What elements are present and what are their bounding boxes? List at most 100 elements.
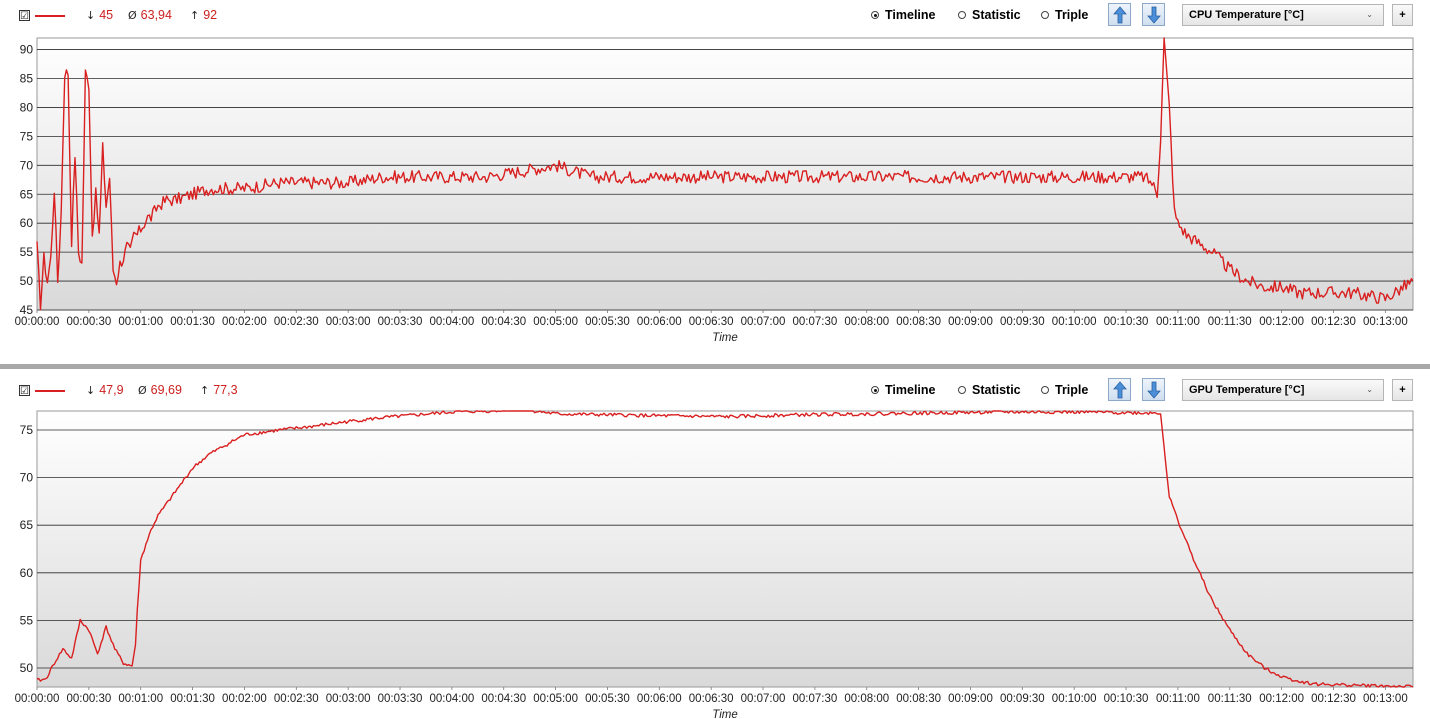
gpu-add-chart-button[interactable]: +	[1392, 379, 1413, 401]
gpu-x-tick-label: 00:00:30	[66, 693, 111, 705]
gpu-x-tick-label: 00:04:00	[429, 693, 474, 705]
gpu-chart: 50 55 60 65 70 75 00:00:00 00:00:30 00:01:00 00:0…	[15, 410, 1414, 719]
cpu-avg-value: 63,94	[140, 8, 172, 22]
gpu-x-tick-label: 00:02:00	[222, 693, 267, 705]
gpu-x-tick-label: 00:07:30	[793, 693, 838, 705]
radio-icon	[1041, 11, 1049, 19]
gpu-x-tick-label: 00:07:00	[741, 693, 786, 705]
cpu-show-checkbox[interactable]: ☑	[19, 10, 30, 22]
cpu-y-tick-label: 75	[20, 129, 34, 143]
cpu-y-tick-label: 85	[20, 72, 34, 86]
cpu-x-tick-label: 00:09:00	[948, 316, 993, 328]
cpu-x-tick-label: 00:01:00	[118, 316, 163, 328]
cpu-x-tick-label: 00:11:00	[1156, 316, 1200, 328]
cpu-move-up-button[interactable]	[1108, 3, 1131, 26]
radio-icon	[1041, 386, 1049, 394]
cpu-x-tick-label: 00:01:30	[170, 316, 215, 328]
cpu-x-tick-label: 00:04:00	[429, 316, 474, 328]
cpu-y-tick-label: 70	[20, 158, 34, 172]
gpu-avg-value: 69,69	[150, 383, 182, 397]
cpu-x-tick-label: 00:07:30	[793, 316, 838, 328]
cpu-chart: 45 50 55 60 65 70 75 80 85 90 00:00:00 00:00:30 00:0…	[15, 37, 1414, 344]
mode-label: Triple	[1055, 383, 1089, 397]
panel-splitter[interactable]	[0, 364, 1430, 369]
cpu-x-tick-label: 00:06:30	[689, 316, 734, 328]
min-arrow-icon: ↓	[86, 384, 96, 397]
gpu-x-tick-label: 00:10:30	[1104, 693, 1149, 705]
gpu-x-tick-label: 00:12:00	[1259, 693, 1304, 705]
gpu-x-tick-label: 00:08:30	[896, 693, 941, 705]
cpu-toolbar: ☑ ↓ 45 Ø 63,94 ↑ 92 Timeline Statistic Trip…	[0, 0, 1430, 32]
cpu-x-tick-label: 00:09:30	[1000, 316, 1045, 328]
mode-label: Triple	[1055, 8, 1089, 22]
gpu-y-tick-label: 65	[20, 518, 34, 532]
cpu-x-tick-label: 00:00:00	[15, 316, 60, 328]
gpu-sensor-select[interactable]: GPU Temperature [°C] ⌄	[1182, 379, 1384, 401]
max-arrow-icon: ↑	[200, 384, 210, 397]
gpu-x-tick-label: 00:11:30	[1208, 693, 1252, 705]
gpu-x-tick-label: 00:05:30	[585, 693, 630, 705]
gpu-move-up-button[interactable]	[1108, 378, 1131, 401]
mode-label: Timeline	[885, 8, 936, 22]
gpu-x-tick-label: 00:13:00	[1363, 693, 1408, 705]
cpu-y-tick-label: 45	[20, 303, 34, 317]
radio-selected-icon	[871, 386, 879, 394]
cpu-x-tick-label: 00:12:30	[1311, 316, 1356, 328]
average-symbol-icon: Ø	[138, 384, 147, 397]
gpu-x-tick-label: 00:12:30	[1311, 693, 1356, 705]
gpu-x-tick-label: 00:06:30	[689, 693, 734, 705]
gpu-mode-statistic[interactable]: Statistic	[958, 383, 1021, 397]
gpu-x-tick-label: 00:08:00	[844, 693, 889, 705]
gpu-mode-timeline[interactable]: Timeline	[871, 383, 935, 397]
gpu-legend-line	[35, 390, 65, 392]
max-arrow-icon: ↑	[190, 9, 200, 22]
mode-label: Timeline	[885, 383, 936, 397]
arrow-up-icon	[1113, 381, 1127, 399]
cpu-y-tick-label: 90	[20, 43, 34, 57]
cpu-x-tick-label: 00:02:30	[274, 316, 319, 328]
cpu-y-tick-label: 80	[20, 100, 34, 114]
chevron-down-icon: ⌄	[1366, 10, 1373, 19]
gpu-x-tick-label: 00:04:30	[481, 693, 526, 705]
radio-icon	[958, 11, 966, 19]
gpu-plot-area	[36, 410, 1414, 688]
gpu-max-value: 77,3	[213, 383, 238, 397]
gpu-min-stat: ↓ 47,9	[86, 383, 124, 397]
min-arrow-icon: ↓	[86, 9, 96, 22]
cpu-x-tick-label: 00:03:00	[326, 316, 371, 328]
gpu-show-checkbox[interactable]: ☑	[19, 385, 30, 397]
gpu-x-axis-label: Time	[712, 709, 737, 719]
gpu-x-tick-label: 00:10:00	[1052, 693, 1097, 705]
gpu-mode-triple[interactable]: Triple	[1041, 383, 1088, 397]
cpu-mode-statistic[interactable]: Statistic	[958, 8, 1021, 22]
gpu-avg-stat: Ø 69,69	[138, 383, 182, 397]
cpu-x-tick-label: 00:12:00	[1259, 316, 1304, 328]
arrow-up-icon	[1113, 6, 1127, 24]
gpu-x-tick-label: 00:06:00	[637, 693, 682, 705]
cpu-x-tick-label: 00:04:30	[481, 316, 526, 328]
gpu-x-tick-label: 00:09:00	[948, 693, 993, 705]
cpu-x-tick-label: 00:05:00	[533, 316, 578, 328]
gpu-move-down-button[interactable]	[1142, 378, 1165, 401]
gpu-x-tick-label: 00:05:00	[533, 693, 578, 705]
cpu-legend-line	[35, 15, 65, 17]
cpu-x-tick-label: 00:00:30	[66, 316, 111, 328]
mode-label: Statistic	[972, 8, 1021, 22]
cpu-mode-timeline[interactable]: Timeline	[871, 8, 935, 22]
cpu-min-value: 45	[99, 8, 114, 22]
gpu-y-tick-label: 75	[20, 423, 34, 437]
cpu-x-tick-label: 00:03:30	[378, 316, 423, 328]
gpu-y-tick-label: 70	[20, 471, 34, 485]
cpu-move-down-button[interactable]	[1142, 3, 1165, 26]
cpu-sensor-select[interactable]: CPU Temperature [°C] ⌄	[1182, 4, 1384, 26]
gpu-y-tick-label: 50	[20, 661, 34, 675]
gpu-series-line	[36, 410, 1414, 688]
average-symbol-icon: Ø	[128, 9, 137, 22]
cpu-x-tick-label: 00:07:00	[741, 316, 786, 328]
cpu-series-line	[36, 37, 1414, 311]
cpu-mode-triple[interactable]: Triple	[1041, 8, 1088, 22]
cpu-add-chart-button[interactable]: +	[1392, 4, 1413, 26]
gpu-sensor-value: GPU Temperature [°C]	[1189, 384, 1305, 396]
arrow-down-icon	[1147, 6, 1161, 24]
gpu-x-tick-label: 00:00:00	[15, 693, 60, 705]
